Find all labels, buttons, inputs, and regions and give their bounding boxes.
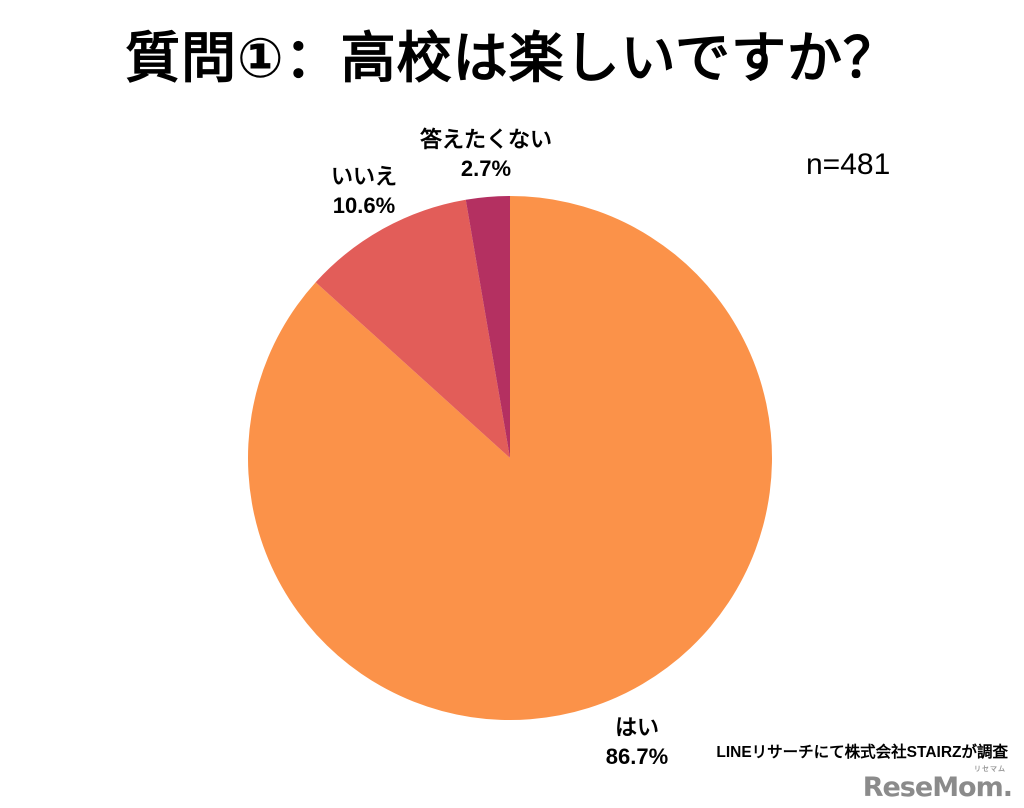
source-attribution: LINEリサーチにて株式会社STAIRZが調査 xyxy=(716,744,1008,761)
pie-label-no: いいえ 10.6% xyxy=(331,162,397,220)
sample-size-label: n=481 xyxy=(806,148,891,181)
pie-label-no-pct: 10.6% xyxy=(332,193,396,218)
pie-label-no-answer: 答えたくない 2.7% xyxy=(420,125,552,183)
resemom-logo: リセマム ReseMom. xyxy=(862,766,1013,803)
pie-label-yes: はい 86.7% xyxy=(606,713,668,771)
resemom-logo-text: ReseMom. xyxy=(862,772,1013,803)
pie-label-yes-text: はい xyxy=(614,715,660,740)
pie-slice-1 xyxy=(315,199,510,458)
chart-title: 質問①：高校は楽しいですか？ xyxy=(125,27,899,89)
pie-label-no-answer-text: 答えたくない xyxy=(419,127,553,152)
pie-slice-2 xyxy=(465,196,510,458)
pie-label-yes-pct: 86.7% xyxy=(605,744,669,769)
pie-label-no-text: いいえ xyxy=(330,164,398,189)
pie-label-no-answer-pct: 2.7% xyxy=(460,156,512,181)
resemom-logo-ruby: リセマム xyxy=(974,766,1006,773)
pie-slice-0 xyxy=(247,196,772,721)
